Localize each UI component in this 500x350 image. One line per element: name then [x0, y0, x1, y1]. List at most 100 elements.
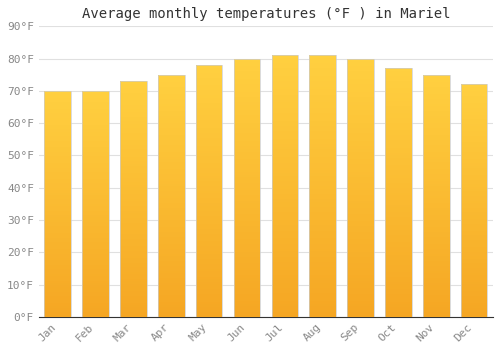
- Bar: [120, 152, 146, 154]
- Bar: [272, 63, 298, 66]
- Bar: [385, 91, 411, 93]
- Bar: [461, 175, 487, 177]
- Bar: [272, 126, 298, 128]
- Bar: [196, 123, 222, 125]
- Bar: [348, 170, 374, 172]
- Bar: [272, 259, 298, 262]
- Bar: [461, 229, 487, 231]
- Bar: [423, 215, 450, 218]
- Bar: [196, 138, 222, 141]
- Bar: [234, 74, 260, 77]
- Bar: [196, 272, 222, 274]
- Bar: [348, 182, 374, 185]
- Bar: [310, 293, 336, 296]
- Bar: [348, 149, 374, 152]
- Bar: [310, 286, 336, 288]
- Bar: [348, 159, 374, 162]
- Bar: [234, 245, 260, 247]
- Bar: [310, 259, 336, 262]
- Bar: [120, 298, 146, 300]
- Bar: [158, 239, 184, 242]
- Bar: [272, 128, 298, 131]
- Bar: [272, 257, 298, 259]
- Bar: [272, 82, 298, 84]
- Bar: [423, 259, 450, 261]
- Bar: [272, 265, 298, 267]
- Bar: [196, 196, 222, 198]
- Bar: [196, 194, 222, 196]
- Bar: [120, 178, 146, 180]
- Bar: [158, 111, 184, 113]
- Bar: [310, 116, 336, 118]
- Bar: [348, 162, 374, 164]
- Bar: [310, 183, 336, 186]
- Bar: [158, 191, 184, 193]
- Bar: [423, 244, 450, 247]
- Bar: [461, 245, 487, 247]
- Bar: [82, 312, 109, 315]
- Bar: [461, 291, 487, 294]
- Bar: [44, 98, 71, 100]
- Bar: [234, 177, 260, 180]
- Bar: [234, 123, 260, 126]
- Bar: [234, 154, 260, 157]
- Bar: [82, 242, 109, 245]
- Bar: [120, 262, 146, 265]
- Bar: [44, 91, 71, 317]
- Bar: [44, 260, 71, 262]
- Bar: [158, 160, 184, 162]
- Bar: [158, 99, 184, 102]
- Bar: [272, 267, 298, 270]
- Bar: [82, 202, 109, 204]
- Bar: [196, 216, 222, 219]
- Bar: [82, 296, 109, 299]
- Bar: [272, 113, 298, 116]
- Bar: [44, 229, 71, 231]
- Bar: [461, 84, 487, 87]
- Bar: [158, 290, 184, 293]
- Bar: [120, 286, 146, 288]
- Bar: [120, 190, 146, 192]
- Bar: [423, 155, 450, 157]
- Bar: [272, 280, 298, 283]
- Bar: [385, 68, 411, 71]
- Bar: [158, 162, 184, 164]
- Bar: [196, 118, 222, 120]
- Bar: [120, 194, 146, 197]
- Bar: [234, 84, 260, 87]
- Bar: [196, 178, 222, 181]
- Bar: [158, 77, 184, 79]
- Bar: [272, 246, 298, 249]
- Bar: [82, 256, 109, 258]
- Bar: [158, 121, 184, 123]
- Bar: [310, 168, 336, 170]
- Bar: [461, 119, 487, 121]
- Bar: [423, 167, 450, 169]
- Bar: [196, 239, 222, 241]
- Bar: [158, 145, 184, 147]
- Bar: [234, 281, 260, 283]
- Bar: [44, 102, 71, 104]
- Bar: [423, 94, 450, 97]
- Bar: [44, 179, 71, 181]
- Bar: [196, 148, 222, 150]
- Bar: [461, 177, 487, 180]
- Bar: [120, 149, 146, 152]
- Bar: [120, 288, 146, 291]
- Bar: [196, 229, 222, 231]
- Bar: [234, 257, 260, 260]
- Bar: [423, 77, 450, 79]
- Bar: [234, 105, 260, 108]
- Bar: [461, 256, 487, 259]
- Bar: [461, 296, 487, 298]
- Bar: [158, 94, 184, 97]
- Bar: [196, 274, 222, 276]
- Bar: [82, 238, 109, 240]
- Bar: [348, 74, 374, 77]
- Bar: [310, 299, 336, 301]
- Bar: [196, 150, 222, 153]
- Bar: [461, 168, 487, 170]
- Bar: [348, 260, 374, 262]
- Bar: [82, 253, 109, 256]
- Bar: [158, 150, 184, 152]
